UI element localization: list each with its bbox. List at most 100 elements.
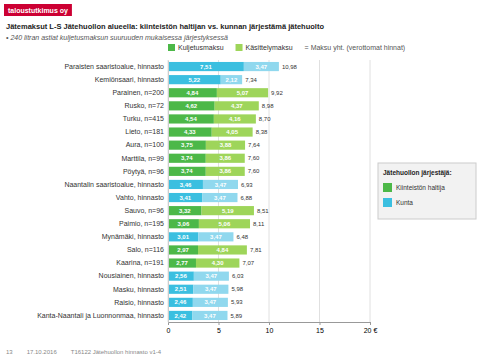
title: Jätemaksut L-S Jätehuollon alueella: kii… <box>6 22 324 31</box>
bar <box>168 298 193 307</box>
y-tick: Nousiainen, hinnasto <box>99 272 168 279</box>
data-label: 3,47 <box>210 234 222 240</box>
data-label: 2,56 <box>175 273 187 279</box>
legend-swatch <box>383 198 392 207</box>
data-label: 3,47 <box>206 273 218 279</box>
y-tick: Aura, n=100 <box>126 141 168 148</box>
y-tick: Pöytyä, n=96 <box>123 168 168 176</box>
data-label: 4,84 <box>217 247 229 253</box>
data-label: 2,46 <box>175 299 187 305</box>
bar <box>206 167 245 176</box>
legend-label: Kiinteistön haltija <box>396 184 445 192</box>
footer-text: T16122 Jätehuollon hinnasto v1-4 <box>71 349 162 355</box>
bar <box>168 75 221 84</box>
total-label: 8,38 <box>256 129 268 135</box>
y-tick-label: Paimio, n=195 <box>119 220 164 227</box>
data-label: 3,46 <box>180 182 192 188</box>
bar <box>168 62 244 71</box>
total-label: 8,51 <box>257 208 269 214</box>
bar <box>199 219 250 228</box>
data-label: 3,86 <box>219 168 231 174</box>
legend-label: Kunta <box>396 199 413 206</box>
x-axis-line <box>169 323 371 326</box>
legend-swatch <box>236 44 243 51</box>
legend-label: Käsittelymaksu <box>246 44 293 52</box>
x-tick-mark <box>269 322 270 325</box>
total-label: 7,64 <box>248 142 260 148</box>
y-tick: Rusko, n=72 <box>125 102 169 109</box>
bar <box>214 114 256 123</box>
data-label: 4,05 <box>226 129 238 135</box>
bar <box>202 193 237 202</box>
bar <box>168 272 194 281</box>
y-tick-label: Salo, n=116 <box>127 246 164 253</box>
y-tick-label: Lieto, n=181 <box>125 128 164 135</box>
bar <box>192 311 227 320</box>
data-label: 2,42 <box>174 313 186 319</box>
legend-swatch <box>168 44 175 51</box>
y-tick-label: Rusko, n=72 <box>125 102 165 109</box>
group-legend: Jätehuollon järjestäjä: Kiinteistön halti… <box>378 163 476 219</box>
bar <box>168 101 215 110</box>
total-label: 7,60 <box>248 155 260 161</box>
bar <box>168 245 198 254</box>
legend-note: = Maksu yht. (verottomat hinnat) <box>305 44 406 52</box>
grid-line <box>319 60 320 322</box>
series <box>192 62 278 320</box>
data-label: 7,51 <box>200 64 212 70</box>
x-tick-mark <box>320 322 321 325</box>
bar <box>168 285 193 294</box>
data-label: 2,12 <box>226 77 238 83</box>
total-label: 8,11 <box>253 221 265 227</box>
grid-line <box>370 60 371 322</box>
y-tick-label: Kanta-Naantali ja Luonnonmaa, hinnasto <box>37 312 164 320</box>
legend-swatch <box>383 183 392 192</box>
bar <box>168 193 202 202</box>
y-tick: Salo, n=116 <box>127 246 168 253</box>
data-label: 4,30 <box>212 260 224 266</box>
total-label: 8,70 <box>259 116 271 122</box>
bar <box>212 127 253 136</box>
x-tick: 5 <box>217 322 221 334</box>
y-axis: Paraisten saaristoalue, hinnastoKemiönsa… <box>37 61 168 323</box>
data-label: 3,74 <box>181 168 193 174</box>
bar <box>198 245 247 254</box>
data-label: 5,19 <box>222 208 234 214</box>
chart: taloustutkimus oyJätemaksut L-S Jätehuol… <box>0 0 480 360</box>
bar <box>168 167 206 176</box>
total-label: 9,92 <box>271 90 283 96</box>
y-tick: Kanta-Naantali ja Luonnonmaa, hinnasto <box>37 312 168 320</box>
bar <box>202 206 254 215</box>
data-label: 3,47 <box>215 182 227 188</box>
group-legend-title: Jätehuollon järjestäjä: <box>383 169 452 177</box>
x-tick: 15 <box>316 322 324 334</box>
x-tick-label: 10 <box>266 327 274 334</box>
total-label: 5,93 <box>231 299 243 305</box>
data-label: 3,32 <box>179 208 191 214</box>
x-tick-mark <box>219 322 220 325</box>
data-label: 5,06 <box>219 221 231 227</box>
bar <box>193 285 228 294</box>
grid <box>168 60 370 322</box>
data-label: 3,47 <box>205 299 217 305</box>
y-tick: Masku, hinnasto <box>113 285 168 292</box>
data-label: 4,62 <box>185 103 197 109</box>
data-label: 2,51 <box>175 286 187 292</box>
data-label: 3,86 <box>219 155 231 161</box>
bar <box>206 154 245 163</box>
bar <box>194 272 229 281</box>
series <box>168 62 244 320</box>
legend-label: Kuljetusmaksu <box>178 44 224 52</box>
data-label: 4,33 <box>184 129 196 135</box>
x-tick: 10 <box>266 322 274 334</box>
bar <box>168 114 214 123</box>
total-label: 6,88 <box>240 195 252 201</box>
y-tick-label: Nousiainen, hinnasto <box>99 272 164 279</box>
bar <box>221 75 242 84</box>
y-tick: Sauvo, n=96 <box>124 207 168 214</box>
grid-line <box>168 60 169 322</box>
total-label: 5,98 <box>231 286 243 292</box>
bar <box>215 101 259 110</box>
y-tick: Vahto, hinnasto <box>116 194 168 201</box>
y-tick-label: Raisio, hinnasto <box>114 299 164 306</box>
